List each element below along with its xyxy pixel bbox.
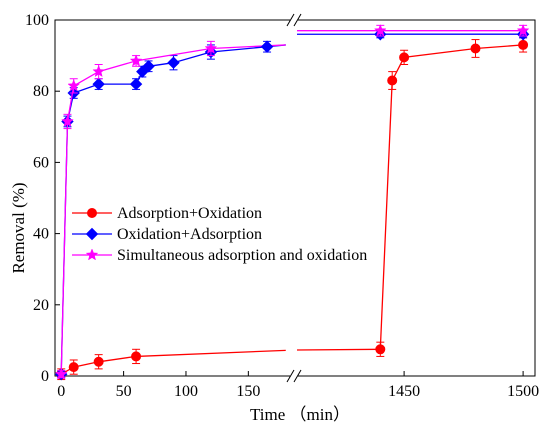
point-1-4 [129,77,143,91]
x-tick-label-150: 150 [236,383,260,400]
y-tick-label-40: 40 [33,226,49,243]
x-tick-label-0: 0 [57,383,65,400]
series-2 [54,23,530,380]
point-1-6 [142,60,155,73]
y-axis-title: Removal (%) [9,182,28,273]
point-1-9 [260,40,274,53]
series-lead-line-4 [210,44,286,50]
point-2-3 [92,64,106,78]
x-tick-label-50: 50 [116,383,132,400]
y-tick-label-80: 80 [33,83,49,100]
point-1-3 [92,77,105,91]
y-tick-label-100: 100 [25,12,49,29]
point-0-5 [387,75,398,86]
axis-break-mark-bottom-1 [293,369,302,383]
point-2-6 [373,23,387,37]
series-2-line-0 [60,47,212,375]
legend-marker-1 [85,227,99,241]
point-2-5 [204,41,218,54]
point-2-7 [516,23,530,37]
axes: 0 20 40 60 80 100 0 50 100 150 1450 1500 [25,12,539,400]
x-axis-title: Time （min） [250,405,350,424]
plot-border [54,19,536,377]
point-0-8 [518,39,529,50]
point-0-6 [399,52,410,63]
series-lead-line-0 [136,349,286,358]
legend-label-2: Simultaneous adsorption and oxidation [117,247,367,264]
axis-break-mark-bottom-0 [286,369,295,383]
point-2-1 [61,114,74,127]
x-tick-label-1500: 1500 [507,383,539,400]
point-0-4 [375,344,386,355]
axis-break-gap-top [290,16,298,24]
point-0-1 [68,362,79,373]
axis-break-mark-top-1 [293,13,302,27]
axis-break-mark-top-0 [286,13,295,27]
y-tick-label-20: 20 [33,297,49,314]
x-tick-label-1450: 1450 [388,383,420,400]
legend-marker-2 [85,248,99,261]
point-1-7 [167,56,180,69]
y-tick-label-60: 60 [33,154,49,171]
y-tick-label-0: 0 [41,368,49,385]
point-0-7 [470,43,481,54]
axis-break-gap-bottom [290,372,298,380]
legend-label-1: Oxidation+Adsorption [117,226,262,243]
series-0-line-1 [379,44,524,350]
legend-marker-0 [87,208,97,218]
legend-label-0: Adsorption+Oxidation [117,205,262,222]
point-0-3 [131,351,142,362]
legend: Adsorption+Oxidation Oxidation+Adsorption… [72,205,367,264]
series-layer [54,23,530,381]
point-2-2 [67,79,81,92]
plot-frame [54,13,536,383]
x-tick-label-100: 100 [174,383,198,400]
point-0-2 [93,356,104,367]
point-2-0 [54,367,68,380]
point-2-4 [129,54,143,67]
series-0-line-0 [60,355,137,375]
series-0 [56,37,529,381]
series-lead-line-1 [296,348,381,351]
